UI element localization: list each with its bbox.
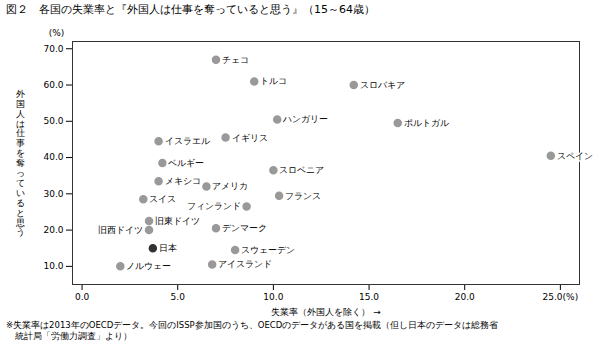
svg-text:10.0: 10.0 (43, 262, 63, 272)
svg-text:旧東ドイツ: 旧東ドイツ (155, 216, 200, 226)
svg-text:アイスランド: アイスランド (218, 260, 272, 270)
svg-text:ノルウェー: ノルウェー (126, 262, 171, 272)
svg-text:60.0: 60.0 (43, 80, 63, 90)
svg-text:スイス: スイス (149, 194, 176, 204)
svg-text:70.0: 70.0 (43, 44, 63, 54)
svg-text:日本: 日本 (159, 243, 177, 253)
svg-text:アメリカ: アメリカ (212, 182, 248, 192)
svg-text:0.0: 0.0 (75, 292, 90, 302)
svg-text:ベルギー: ベルギー (168, 158, 204, 168)
svg-text:50.0: 50.0 (43, 116, 63, 126)
html-text:※失業率は2013年のOECDデータ。今回のISSP参加国の: ※失業率は2013年のOECDデータ。今回のISSP参加国のうち、OECDのデー… (6, 320, 499, 342)
svg-text:イギリス: イギリス (232, 133, 268, 143)
svg-text:デンマーク: デンマーク (222, 223, 267, 233)
svg-text:スロバキア: スロバキア (360, 80, 405, 90)
svg-text:旧西ドイツ: 旧西ドイツ (98, 225, 143, 235)
svg-text:スウェーデン: スウェーデン (241, 245, 295, 255)
svg-text:25.0(%): 25.0(%) (543, 292, 579, 302)
svg-text:20.0: 20.0 (43, 225, 63, 235)
svg-text:スロベニア: スロベニア (279, 165, 324, 175)
svg-text:(%): (%) (49, 28, 65, 38)
svg-text:フランス: フランス (285, 191, 321, 201)
svg-text:ハンガリー: ハンガリー (282, 115, 328, 125)
svg-text:メキシコ: メキシコ (165, 176, 201, 186)
svg-text:5.0: 5.0 (171, 292, 186, 302)
svg-text:フィンランド: フィンランド (187, 202, 241, 212)
svg-text:チェコ: チェコ (222, 55, 249, 65)
svg-text:10.0: 10.0 (263, 292, 283, 302)
svg-text:15.0: 15.0 (359, 292, 379, 302)
svg-text:30.0: 30.0 (43, 189, 63, 199)
svg-text:外国人は仕事を奪っていると思う: 外国人は仕事を奪っていると思う (15, 89, 25, 238)
svg-text:失業率（外国人を除く） →: 失業率（外国人を除く） → (271, 307, 381, 317)
svg-text:20.0: 20.0 (455, 292, 475, 302)
svg-text:40.0: 40.0 (43, 153, 63, 163)
svg-text:ポルトガル: ポルトガル (404, 118, 449, 128)
svg-text:イスラエル: イスラエル (165, 136, 210, 146)
html-text:図２ 各国の失業率と『外国人は仕事を奪っていると思う』（15: 図２ 各国の失業率と『外国人は仕事を奪っていると思う』（15～64歳） (6, 3, 375, 16)
svg-text:スペイン: スペイン (557, 151, 593, 161)
svg-text:トルコ: トルコ (260, 77, 287, 87)
